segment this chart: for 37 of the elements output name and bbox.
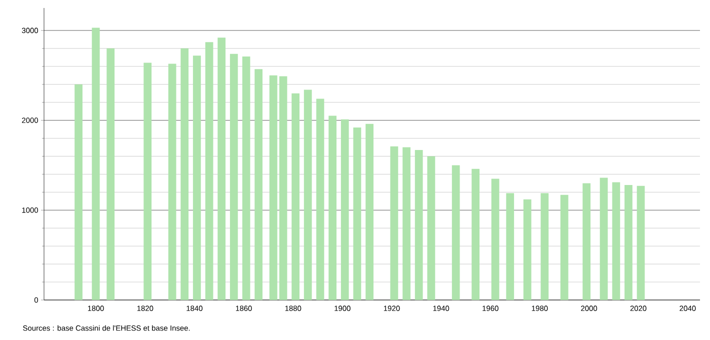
bar <box>230 54 238 300</box>
bar <box>254 69 263 300</box>
bar <box>414 150 423 300</box>
bar <box>472 168 480 300</box>
bar <box>168 64 176 300</box>
bar <box>279 76 288 300</box>
bar <box>292 93 300 300</box>
bar <box>636 186 645 300</box>
bar <box>491 178 500 300</box>
bar <box>74 84 82 300</box>
bar <box>218 38 226 300</box>
bar <box>506 193 514 300</box>
bar <box>269 75 278 300</box>
bar <box>402 147 410 300</box>
bar <box>205 42 214 300</box>
bar <box>144 62 152 300</box>
bar <box>353 127 362 300</box>
bar <box>560 194 568 300</box>
bar <box>523 199 532 300</box>
bar <box>390 146 398 300</box>
bar <box>366 124 374 300</box>
bar <box>427 156 436 300</box>
bar <box>328 116 336 300</box>
bar <box>106 48 115 300</box>
bar <box>582 183 590 300</box>
bar <box>624 184 632 300</box>
bar <box>540 193 549 300</box>
bar <box>452 165 460 300</box>
bar <box>600 178 608 300</box>
bar <box>304 90 312 300</box>
bar <box>612 182 620 300</box>
bar <box>316 98 324 300</box>
bar <box>340 119 349 300</box>
bar <box>92 28 100 300</box>
bar <box>180 48 189 300</box>
bar <box>242 56 250 300</box>
bar <box>192 56 201 300</box>
